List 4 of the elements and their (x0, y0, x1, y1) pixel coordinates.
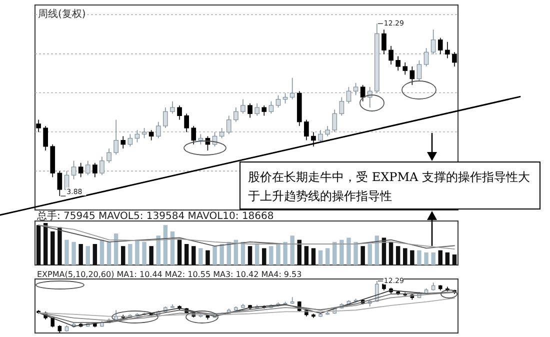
text: EXPMA(5,10,20,60) MA1: 10.44 MA2: 10.55 MA3: 10.42 MA4: 9.53 (37, 270, 302, 279)
annotation: 股价在长期走牛中，受 EXPMA 支撑的操作指导性大于上升趋势线的操作指导性 (248, 170, 530, 203)
text: 总手: 75945 MAVOL5: 139584 MAVOL10: 18668 (36, 210, 274, 222)
chart-title: 周线(复权) (38, 8, 86, 20)
